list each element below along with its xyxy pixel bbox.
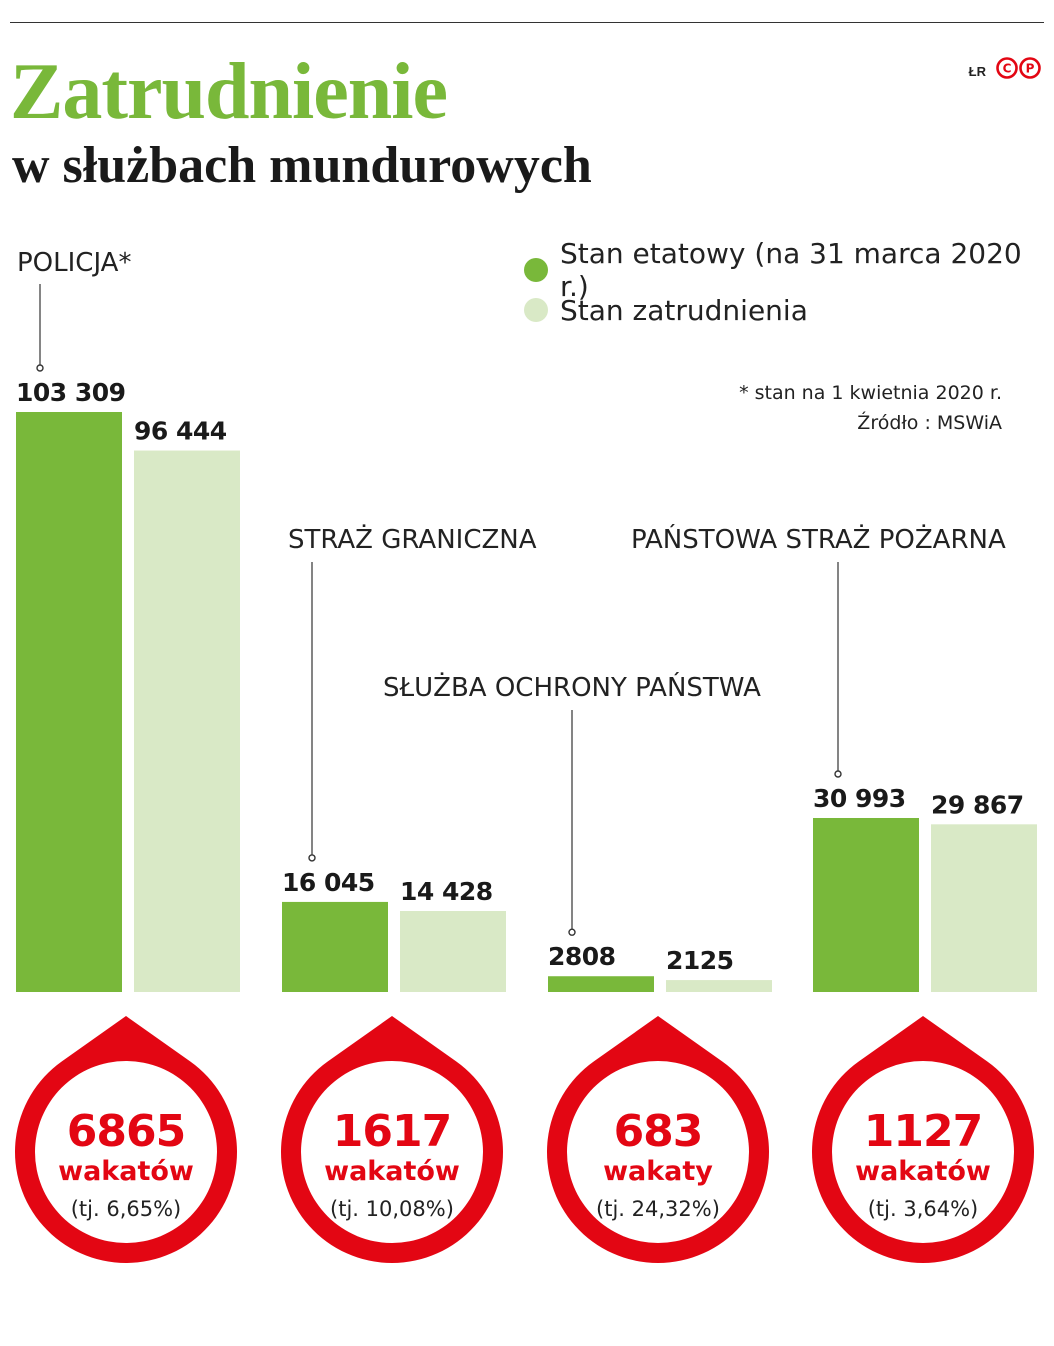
legend-swatch-dark-green (524, 258, 548, 282)
bar-stan-zatrudnienia (400, 910, 506, 992)
vacancy-word: wakaty (603, 1156, 713, 1187)
bar-stan-zatrudnienia (666, 980, 772, 992)
category-label: PAŃSTOWA STRAŻ POŻARNA (631, 523, 1006, 555)
connector-dot (834, 770, 842, 778)
vacancy-word: wakatów (324, 1156, 460, 1187)
connector-dot (568, 928, 576, 936)
bar-stan-zatrudnienia (931, 824, 1037, 992)
footnote: * stan na 1 kwietnia 2020 r. (739, 382, 1002, 404)
value-label-stan-zatrudnienia: 2125 (666, 946, 734, 975)
bar-stan-etatowy (16, 412, 122, 992)
bar-stan-etatowy (813, 817, 919, 992)
vacancy-percent: (tj. 6,65%) (71, 1197, 182, 1221)
page-title: Zatrudnienie (10, 48, 448, 136)
top-rule (10, 22, 1044, 23)
value-label-stan-zatrudnienia: 96 444 (134, 417, 227, 446)
connector-dot (36, 364, 44, 372)
value-label-stan-etatowy: 2808 (548, 942, 616, 971)
bar-stan-etatowy (548, 976, 654, 992)
vacancy-word: wakatów (855, 1156, 991, 1187)
vacancy-count: 1617 (333, 1106, 451, 1157)
legend: Stan etatowy (na 31 marca 2020 r.) Stan … (524, 237, 1054, 330)
bar-stan-etatowy (282, 901, 388, 992)
vacancy-drop-inner (567, 1061, 749, 1243)
svg-text:P: P (1026, 62, 1035, 76)
category-label: STRAŻ GRANICZNA (288, 523, 537, 555)
vacancy-drop-inner (35, 1061, 217, 1243)
legend-item-stan-etatowy: Stan etatowy (na 31 marca 2020 r.) (524, 237, 1054, 303)
legend-label: Stan etatowy (na 31 marca 2020 r.) (560, 237, 1022, 303)
value-label-stan-etatowy: 16 045 (282, 868, 375, 897)
legend-item-stan-zatrudnienia: Stan zatrudnienia (524, 290, 1054, 330)
legend-label: Stan zatrudnienia (560, 293, 808, 327)
svg-text:C: C (1003, 62, 1012, 76)
category-label: POLICJA* (17, 248, 131, 278)
vacancy-percent: (tj. 3,64%) (868, 1197, 979, 1221)
vacancy-count: 6865 (67, 1106, 185, 1157)
vacancy-percent: (tj. 24,32%) (596, 1197, 720, 1221)
legend-swatch-light-green (524, 298, 548, 322)
author-credit: ŁR (968, 64, 986, 79)
vacancy-percent: (tj. 10,08%) (330, 1197, 454, 1221)
bar-stan-zatrudnienia (134, 450, 240, 993)
category-label: SŁUŻBA OCHRONY PAŃSTWA (383, 671, 761, 703)
connector-dot (308, 854, 316, 862)
vacancy-drop-inner (301, 1061, 483, 1243)
value-label-stan-zatrudnienia: 29 867 (931, 790, 1024, 819)
source-note: Źródło : MSWiA (857, 412, 1002, 434)
value-label-stan-zatrudnienia: 14 428 (400, 877, 493, 906)
vacancy-count: 683 (614, 1106, 703, 1157)
publisher-logo-icon: C P (996, 57, 1041, 79)
value-label-stan-etatowy: 30 993 (813, 784, 906, 813)
value-label-stan-etatowy: 103 309 (16, 378, 126, 407)
vacancy-word: wakatów (58, 1156, 194, 1187)
vacancy-drop-inner (832, 1061, 1014, 1243)
vacancy-count: 1127 (864, 1106, 982, 1157)
page-subtitle: w służbach mundurowych (12, 137, 592, 194)
